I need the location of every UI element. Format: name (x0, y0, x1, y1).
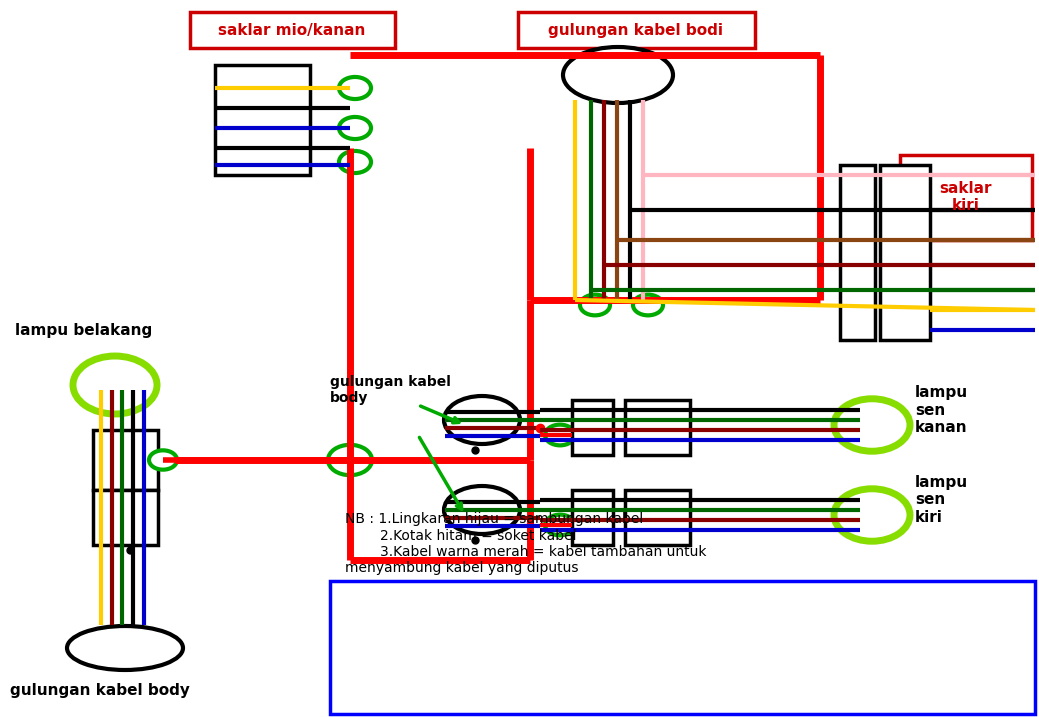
Text: gulungan kabel bodi: gulungan kabel bodi (549, 22, 723, 37)
FancyBboxPatch shape (518, 12, 755, 48)
Text: saklar
kiri: saklar kiri (939, 181, 992, 213)
Circle shape (580, 295, 610, 315)
FancyBboxPatch shape (215, 65, 310, 175)
FancyBboxPatch shape (190, 12, 395, 48)
Text: NB : 1.Lingkaran hijau = sambungan kabel
        2.Kotak hitam = soket kabel
   : NB : 1.Lingkaran hijau = sambungan kabel… (345, 513, 707, 575)
Circle shape (339, 151, 371, 173)
Text: lampu
sen
kanan: lampu sen kanan (915, 385, 968, 435)
FancyBboxPatch shape (900, 155, 1032, 240)
Text: saklar mio/kanan: saklar mio/kanan (218, 22, 366, 37)
Text: gulungan kabel body: gulungan kabel body (10, 683, 190, 698)
FancyBboxPatch shape (625, 490, 690, 545)
Ellipse shape (444, 486, 520, 534)
Circle shape (73, 356, 157, 414)
Circle shape (339, 117, 371, 139)
Ellipse shape (444, 396, 520, 444)
Circle shape (149, 450, 177, 470)
FancyBboxPatch shape (572, 490, 613, 545)
FancyBboxPatch shape (572, 400, 613, 455)
Text: gulungan kabel
body: gulungan kabel body (330, 375, 451, 405)
Text: lampu
sen
kiri: lampu sen kiri (915, 475, 968, 525)
FancyBboxPatch shape (625, 400, 690, 455)
Circle shape (834, 399, 910, 451)
FancyBboxPatch shape (94, 430, 158, 490)
Circle shape (834, 489, 910, 541)
FancyBboxPatch shape (880, 165, 930, 340)
Circle shape (633, 295, 663, 315)
Circle shape (545, 424, 575, 445)
Ellipse shape (66, 626, 183, 670)
FancyBboxPatch shape (840, 165, 875, 340)
Circle shape (545, 515, 575, 536)
Circle shape (339, 77, 371, 99)
FancyBboxPatch shape (329, 581, 1035, 713)
Circle shape (328, 445, 372, 475)
Text: lampu belakang: lampu belakang (15, 323, 153, 338)
FancyBboxPatch shape (94, 490, 158, 545)
Ellipse shape (563, 47, 673, 103)
